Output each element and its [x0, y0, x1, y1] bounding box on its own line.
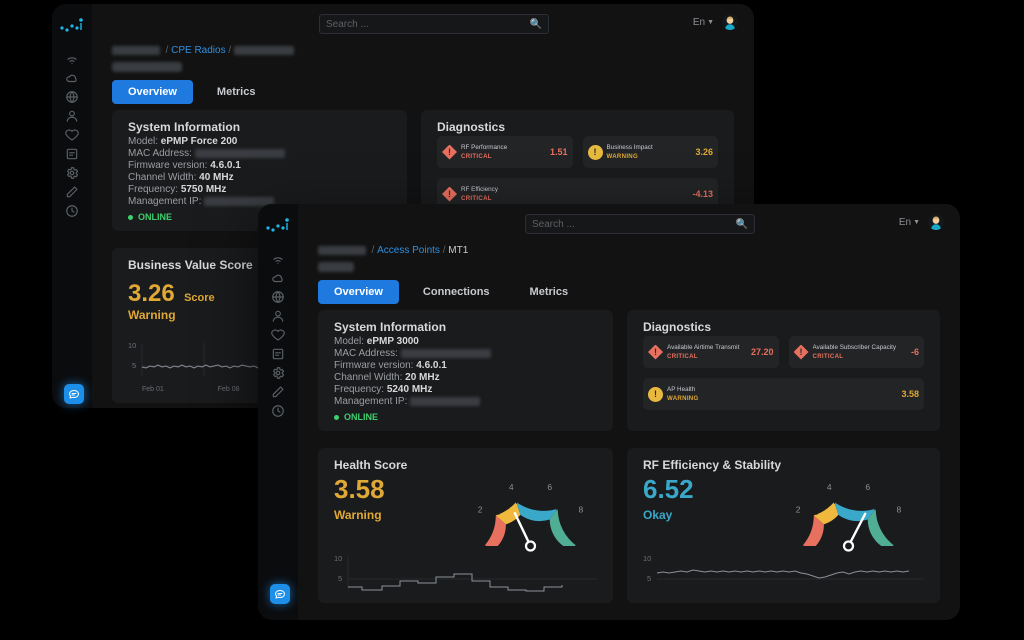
- svg-text:8: 8: [579, 504, 584, 514]
- svg-text:4: 4: [509, 482, 514, 492]
- svg-text:10: 10: [334, 554, 342, 563]
- svg-text:5: 5: [647, 574, 651, 583]
- svg-text:2: 2: [796, 504, 801, 514]
- svg-text:6: 6: [547, 482, 552, 492]
- svg-text:6: 6: [865, 482, 870, 492]
- svg-text:5: 5: [338, 574, 342, 583]
- svg-text:5: 5: [132, 361, 136, 370]
- svg-text:10: 10: [643, 554, 651, 563]
- svg-text:4: 4: [827, 482, 832, 492]
- svg-text:8: 8: [897, 504, 902, 514]
- svg-text:10: 10: [128, 341, 136, 350]
- svg-text:2: 2: [478, 504, 483, 514]
